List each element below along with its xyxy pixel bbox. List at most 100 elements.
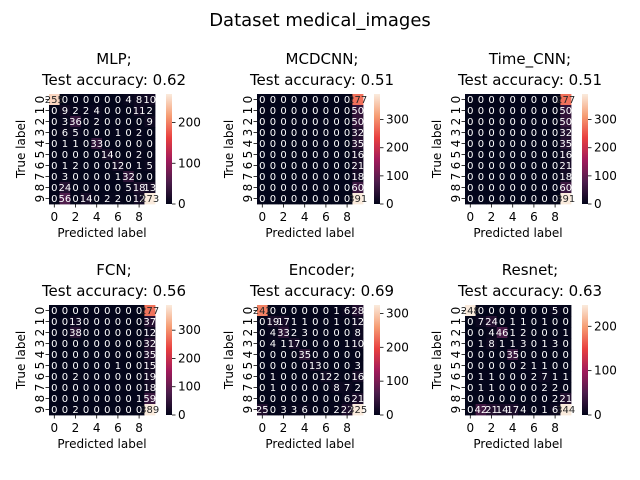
cell-annotation: 33 xyxy=(90,139,103,150)
heatmap-cell xyxy=(102,182,113,194)
cell-annotation: 0 xyxy=(72,194,78,205)
cell-annotation: 21 xyxy=(559,394,572,405)
heatmap-cell xyxy=(144,127,156,139)
cell-annotation: 0 xyxy=(125,194,131,205)
heatmap-cell xyxy=(528,105,540,117)
heatmap-cell xyxy=(331,94,343,106)
cell-annotation: 0 xyxy=(552,150,558,161)
cell-annotation: 0 xyxy=(51,306,57,317)
cell-annotation: 0 xyxy=(280,361,286,372)
heatmap-cell xyxy=(310,393,321,405)
cell-annotation: 0 xyxy=(333,183,339,194)
cell-annotation: 2 xyxy=(72,106,78,117)
heatmap-cell xyxy=(278,182,290,194)
heatmap-cell xyxy=(539,327,551,339)
heatmap-cell xyxy=(112,182,124,194)
cell-annotation: 0 xyxy=(541,117,547,128)
cell-annotation: 0 xyxy=(270,139,276,150)
cell-annotation: 0 xyxy=(323,172,329,183)
heatmap-cell xyxy=(102,149,113,161)
heatmap-cell xyxy=(59,116,71,128)
heatmap-cell xyxy=(341,105,353,117)
heatmap-cell xyxy=(331,316,343,328)
cell-annotation: 0 xyxy=(541,350,547,361)
heatmap-cell xyxy=(560,138,572,150)
heatmap-cell xyxy=(59,149,71,161)
heatmap-cell xyxy=(341,327,353,339)
heatmap-cell xyxy=(257,127,268,139)
cell-annotation: 0 xyxy=(344,128,350,139)
cell-annotation: 0 xyxy=(510,194,516,205)
cell-annotation: 0 xyxy=(83,150,89,161)
cell-annotation: 0 xyxy=(552,194,558,205)
cell-annotation: 0 xyxy=(62,383,68,394)
y-tick-label: 1 xyxy=(449,107,463,115)
heatmap-cell xyxy=(465,94,476,106)
y-tick-label: 6 xyxy=(449,373,463,381)
cell-annotation: 32 xyxy=(122,172,135,183)
heatmap-cell xyxy=(310,127,321,139)
heatmap-cell xyxy=(331,338,343,350)
cell-annotation: 0 xyxy=(333,95,339,106)
heatmap-cell xyxy=(49,338,60,350)
cell-annotation: 32 xyxy=(559,128,572,139)
heatmap-cell xyxy=(475,371,487,383)
panel-title: Time_CNN; xyxy=(488,50,571,69)
x-tick-label: 2 xyxy=(488,421,496,435)
cell-annotation: 2 xyxy=(291,328,297,339)
cell-annotation: 0 xyxy=(104,350,110,361)
cell-annotation: 0 xyxy=(147,128,153,139)
cell-annotation: 0 xyxy=(291,95,297,106)
cell-annotation: 0 xyxy=(478,194,484,205)
cell-annotation: 0 xyxy=(333,361,339,372)
cell-annotation: 0 xyxy=(104,394,110,405)
heatmap-cell xyxy=(496,138,508,150)
heatmap-cell xyxy=(507,305,519,317)
cell-annotation: 0 xyxy=(83,383,89,394)
cell-annotation: 0 xyxy=(104,306,110,317)
heatmap-cell xyxy=(299,160,311,172)
cell-annotation: 0 xyxy=(552,328,558,339)
cell-annotation: 2 xyxy=(72,372,78,383)
cell-annotation: 8 xyxy=(136,95,142,106)
cell-annotation: 1 xyxy=(333,306,339,317)
cell-annotation: 59 xyxy=(143,394,156,405)
heatmap-cell xyxy=(112,171,124,183)
heatmap-cell xyxy=(560,371,572,383)
cell-annotation: 0 xyxy=(499,394,505,405)
cell-annotation: 1 xyxy=(478,383,484,394)
cell-annotation: 0 xyxy=(563,350,569,361)
x-axis-label: Predicted label xyxy=(473,226,562,240)
cell-annotation: 0 xyxy=(488,394,494,405)
heatmap-cell xyxy=(549,316,561,328)
cell-annotation: 8 xyxy=(488,339,494,350)
cell-annotation: 0 xyxy=(478,139,484,150)
heatmap-cell xyxy=(320,94,332,106)
heatmap-cell xyxy=(267,127,279,139)
heatmap-cell xyxy=(70,316,82,328)
heatmap-cell xyxy=(144,305,156,317)
cell-annotation: 0 xyxy=(312,405,318,416)
heatmap-cell xyxy=(80,116,92,128)
heatmap-cell xyxy=(257,349,268,361)
cell-annotation: 0 xyxy=(291,383,297,394)
cell-annotation: 0 xyxy=(104,139,110,150)
cell-annotation: 18 xyxy=(133,183,146,194)
heatmap-cell xyxy=(80,360,92,372)
cell-annotation: 0 xyxy=(333,339,339,350)
cell-annotation: 50 xyxy=(559,117,572,128)
heatmap-cell xyxy=(310,371,321,383)
heatmap-cell xyxy=(549,171,561,183)
cell-annotation: 0 xyxy=(280,183,286,194)
cell-annotation: 0 xyxy=(104,317,110,328)
cell-annotation: 0 xyxy=(104,128,110,139)
heatmap-cell xyxy=(518,327,529,339)
cell-annotation: 0 xyxy=(136,306,142,317)
heatmap-cell xyxy=(486,105,498,117)
heatmap-cell xyxy=(70,349,82,361)
cell-annotation: 0 xyxy=(478,306,484,317)
heatmap-cell xyxy=(352,316,364,328)
heatmap-cell xyxy=(299,116,311,128)
cell-annotation: 0 xyxy=(510,183,516,194)
